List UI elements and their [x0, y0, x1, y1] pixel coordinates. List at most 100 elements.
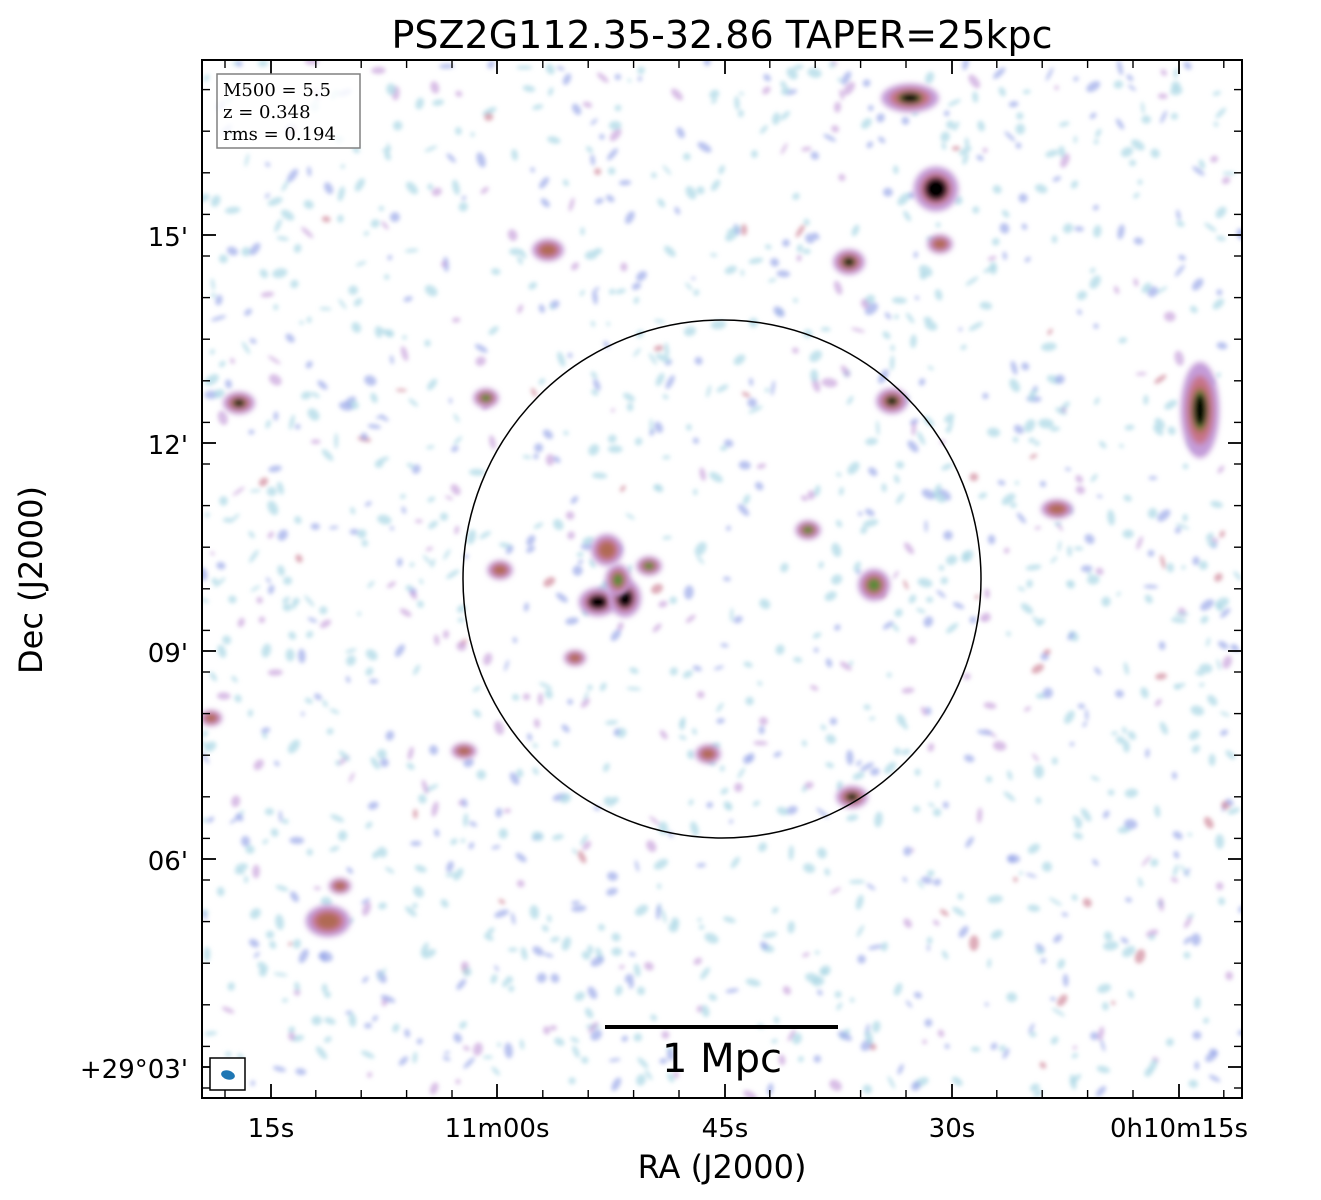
noise-blob — [833, 101, 842, 113]
noise-blob — [762, 86, 771, 95]
noise-blob — [565, 617, 579, 625]
noise-blob — [625, 211, 635, 224]
noise-blob — [656, 883, 662, 890]
noise-blob — [522, 693, 531, 701]
noise-blob — [399, 494, 406, 499]
noise-blob — [278, 810, 283, 823]
noise-blob — [700, 967, 711, 980]
noise-blob — [357, 611, 362, 616]
noise-blob — [211, 577, 218, 585]
noise-blob — [1192, 1031, 1202, 1040]
noise-blob — [626, 402, 634, 412]
noise-blob — [792, 192, 800, 200]
noise-blob — [829, 1079, 842, 1091]
noise-blob — [696, 691, 705, 699]
noise-blob — [987, 895, 1003, 904]
noise-blob — [861, 118, 872, 129]
noise-blob — [1148, 934, 1156, 941]
noise-blob — [594, 247, 603, 255]
noise-blob — [770, 258, 780, 267]
noise-blob — [412, 1051, 418, 1064]
noise-blob — [450, 838, 458, 845]
noise-blob — [724, 265, 737, 275]
noise-blob — [1120, 146, 1134, 158]
noise-blob — [404, 1028, 411, 1038]
noise-blob — [945, 554, 958, 565]
noise-blob — [298, 948, 309, 964]
noise-blob — [891, 297, 907, 304]
noise-blob — [1095, 567, 1104, 576]
noise-blob — [1071, 1052, 1079, 1059]
noise-blob — [1138, 881, 1144, 887]
noise-blob — [338, 298, 347, 310]
noise-blob — [836, 1002, 843, 1011]
noise-blob — [1097, 1026, 1105, 1041]
noise-blob — [969, 616, 977, 624]
noise-blob — [432, 99, 445, 106]
noise-blob — [367, 1071, 373, 1078]
noise-blob — [509, 248, 523, 256]
noise-blob — [348, 285, 359, 295]
noise-blob — [426, 445, 435, 450]
noise-blob — [1199, 663, 1213, 674]
noise-blob — [317, 380, 328, 390]
noise-blob — [267, 197, 283, 206]
noise-blob — [406, 762, 415, 770]
noise-blob — [842, 81, 856, 96]
noise-blob — [385, 730, 395, 741]
noise-blob — [730, 856, 740, 869]
noise-blob — [753, 740, 768, 746]
noise-blob — [837, 1031, 852, 1041]
noise-blob — [1047, 328, 1053, 335]
noise-blob — [204, 741, 217, 752]
noise-blob — [486, 927, 495, 936]
noise-blob — [526, 545, 536, 553]
noise-blob — [287, 739, 300, 754]
noise-blob — [319, 307, 332, 311]
noise-blob — [1187, 832, 1193, 837]
noise-blob — [935, 222, 941, 228]
noise-blob — [945, 428, 950, 432]
noise-blob — [668, 922, 679, 933]
noise-blob — [314, 693, 322, 701]
noise-blob — [837, 77, 842, 83]
noise-blob — [1057, 540, 1062, 552]
noise-blob — [944, 1043, 950, 1049]
noise-blob — [494, 909, 509, 918]
noise-blob — [407, 746, 414, 761]
noise-blob — [417, 600, 424, 608]
noise-blob — [522, 85, 536, 92]
noise-blob — [1183, 951, 1191, 959]
noise-blob — [1020, 603, 1034, 614]
noise-blob — [1191, 745, 1201, 754]
noise-blob — [1102, 810, 1110, 819]
noise-blob — [1141, 115, 1151, 124]
noise-blob — [857, 511, 863, 516]
noise-blob — [265, 577, 271, 584]
noise-blob — [723, 916, 736, 923]
noise-blob — [262, 733, 268, 739]
noise-blob — [619, 964, 625, 970]
noise-blob — [763, 74, 771, 82]
noise-blob — [1154, 698, 1162, 707]
noise-blob — [1041, 342, 1057, 352]
noise-blob — [987, 427, 1001, 437]
axis-ticks — [202, 60, 1242, 1098]
noise-blob — [661, 908, 667, 924]
noise-blob — [384, 274, 390, 280]
noise-blob — [633, 347, 641, 357]
noise-blob — [692, 665, 702, 672]
noise-blob — [745, 696, 754, 706]
noise-blob — [829, 717, 838, 725]
noise-blob — [1025, 564, 1042, 571]
noise-blob — [422, 949, 437, 959]
noise-blob — [249, 938, 260, 948]
noise-blob — [757, 681, 763, 686]
noise-blob — [369, 678, 379, 684]
noise-blob — [1222, 171, 1236, 176]
noise-blob — [778, 1054, 786, 1066]
noise-blob — [529, 905, 539, 920]
noise-blob — [762, 931, 778, 939]
noise-blob — [295, 1068, 307, 1076]
noise-blob — [922, 1039, 927, 1045]
